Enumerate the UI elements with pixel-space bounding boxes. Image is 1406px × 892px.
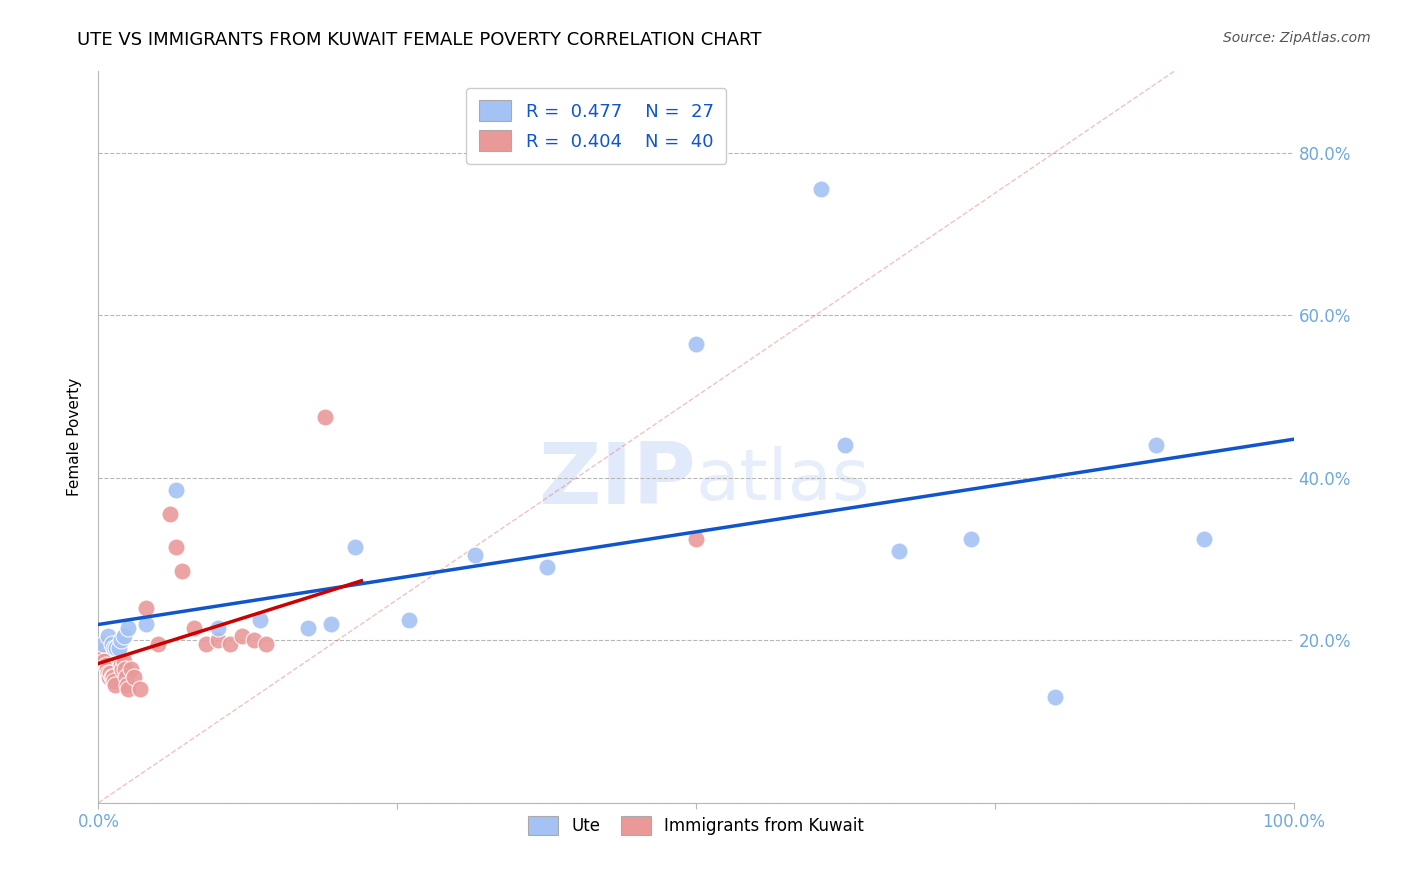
Text: ZIP: ZIP: [538, 440, 696, 523]
Point: [231, 629, 253, 643]
Point: [115, 678, 138, 692]
Point: [685, 336, 707, 351]
Point: [344, 540, 367, 554]
Point: [103, 641, 125, 656]
Point: [117, 621, 139, 635]
Point: [100, 637, 122, 651]
Point: [91, 649, 114, 664]
Point: [165, 540, 187, 554]
Point: [107, 641, 129, 656]
Point: [810, 182, 832, 196]
Point: [165, 483, 187, 497]
Point: [112, 654, 135, 668]
Point: [135, 600, 157, 615]
Point: [464, 548, 486, 562]
Point: [101, 670, 124, 684]
Text: atlas: atlas: [696, 447, 870, 516]
Point: [243, 633, 266, 648]
Point: [1144, 438, 1167, 452]
Y-axis label: Female Poverty: Female Poverty: [67, 378, 83, 496]
Point: [110, 633, 132, 648]
Point: [172, 564, 194, 578]
Point: [207, 633, 229, 648]
Point: [91, 637, 114, 651]
Legend: Ute, Immigrants from Kuwait: Ute, Immigrants from Kuwait: [522, 809, 870, 842]
Point: [120, 662, 142, 676]
Point: [254, 637, 277, 651]
Point: [135, 617, 157, 632]
Point: [111, 662, 134, 676]
Point: [105, 641, 128, 656]
Point: [129, 681, 152, 696]
Point: [107, 649, 129, 664]
Point: [98, 670, 121, 684]
Point: [315, 409, 337, 424]
Point: [148, 637, 170, 651]
Point: [685, 532, 707, 546]
Point: [108, 654, 131, 668]
Point: [960, 532, 983, 546]
Point: [297, 621, 319, 635]
Point: [321, 617, 343, 632]
Point: [104, 678, 127, 692]
Point: [1043, 690, 1066, 705]
Point: [100, 670, 122, 684]
Point: [115, 670, 138, 684]
Text: Source: ZipAtlas.com: Source: ZipAtlas.com: [1223, 31, 1371, 45]
Point: [249, 613, 271, 627]
Point: [124, 670, 146, 684]
Point: [110, 657, 132, 672]
Point: [96, 662, 118, 676]
Point: [1192, 532, 1215, 546]
Point: [107, 645, 129, 659]
Point: [398, 613, 420, 627]
Point: [103, 673, 125, 688]
Point: [219, 637, 242, 651]
Point: [97, 629, 120, 643]
Point: [105, 641, 128, 656]
Point: [159, 508, 181, 522]
Point: [536, 560, 558, 574]
Text: UTE VS IMMIGRANTS FROM KUWAIT FEMALE POVERTY CORRELATION CHART: UTE VS IMMIGRANTS FROM KUWAIT FEMALE POV…: [77, 31, 762, 49]
Point: [195, 637, 218, 651]
Point: [117, 681, 139, 696]
Point: [93, 654, 115, 668]
Point: [834, 438, 856, 452]
Point: [94, 657, 117, 672]
Point: [112, 629, 135, 643]
Point: [97, 665, 120, 680]
Point: [207, 621, 229, 635]
Point: [98, 665, 122, 680]
Point: [889, 544, 911, 558]
Point: [114, 662, 136, 676]
Point: [91, 645, 114, 659]
Point: [183, 621, 205, 635]
